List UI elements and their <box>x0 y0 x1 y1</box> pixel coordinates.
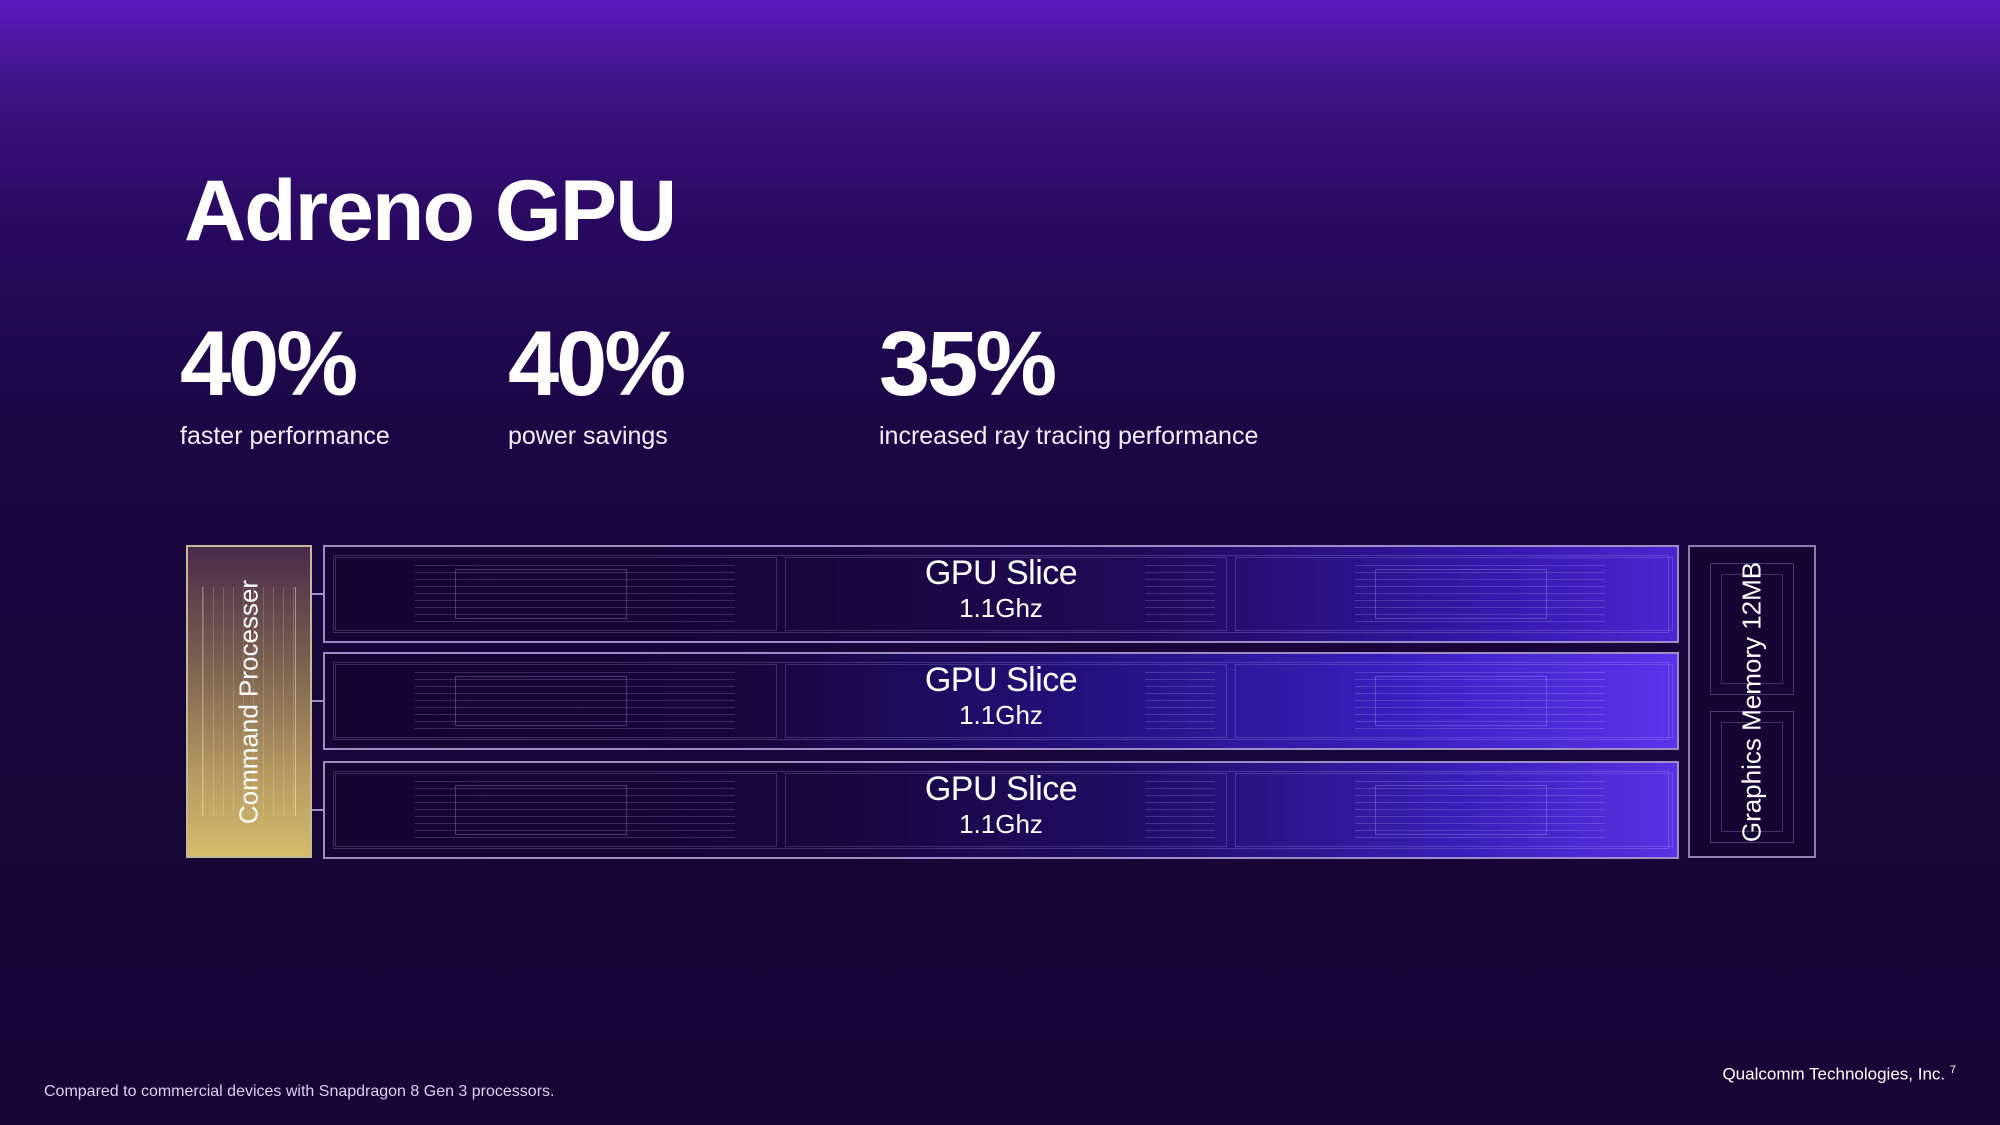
slice-name: GPU Slice <box>924 554 1078 592</box>
slice-panel <box>785 557 1227 631</box>
slice-text: GPU Slice 1.1Ghz <box>924 553 1078 623</box>
slice-frequency: 1.1Ghz <box>959 809 1043 839</box>
company-name: Qualcomm Technologies, Inc. <box>1722 1064 1946 1084</box>
slice-core <box>455 569 627 619</box>
command-processor-circuitry <box>202 587 296 816</box>
slice-panel <box>1235 773 1673 847</box>
stat-faster-performance: 40% faster performance <box>180 318 390 451</box>
slice-name: GPU Slice <box>924 661 1078 699</box>
slice-core <box>455 676 627 726</box>
slice-frame <box>333 662 1669 740</box>
slice-panel <box>335 773 777 847</box>
slice-hatch <box>1145 781 1215 839</box>
slice-hatch <box>415 672 735 730</box>
slice-hatch <box>1355 565 1605 623</box>
gpu-slice-2: GPU Slice 1.1Ghz <box>323 652 1679 750</box>
command-processor-label: Command Processer <box>233 579 264 824</box>
slice-hatch <box>1145 565 1215 623</box>
page-title: Adreno GPU <box>184 163 677 259</box>
connector-line <box>312 809 324 811</box>
slice-panel <box>1235 557 1673 631</box>
graphics-memory-block: Graphics Memory 12MB <box>1688 545 1816 858</box>
slice-hatch <box>1355 672 1605 730</box>
slice-core <box>455 785 627 835</box>
stat-label: power savings <box>508 422 668 450</box>
gpu-slice-1: GPU Slice 1.1Ghz <box>323 545 1679 643</box>
slice-panel <box>785 664 1227 738</box>
slice-text: GPU Slice 1.1Ghz <box>924 660 1078 730</box>
slice-frequency: 1.1Ghz <box>959 700 1043 730</box>
stat-value: 40% <box>180 313 358 415</box>
slice-frequency: 1.1Ghz <box>959 593 1043 623</box>
company-credit: Qualcomm Technologies, Inc. 7 <box>1722 1064 1956 1085</box>
graphics-memory-label: Graphics Memory 12MB <box>1736 561 1767 842</box>
stat-power-savings: 40% power savings <box>508 313 686 451</box>
slice-hatch <box>1355 781 1605 839</box>
gpu-slice-3: GPU Slice 1.1Ghz <box>323 761 1679 859</box>
slice-name: GPU Slice <box>924 770 1078 808</box>
slice-hatch <box>415 781 735 839</box>
slice-panel <box>335 557 777 631</box>
slice-hatch <box>415 565 735 623</box>
connector-line <box>312 700 324 702</box>
stat-ray-tracing: 35% increased ray tracing performance <box>879 318 1258 451</box>
slice-panel <box>1235 664 1673 738</box>
memory-cell <box>1710 563 1794 695</box>
page-number: 7 <box>1949 1064 1956 1076</box>
slice-hatch <box>1145 672 1215 730</box>
slice-core <box>1375 785 1547 835</box>
memory-cell <box>1710 711 1794 843</box>
footnote: Compared to commercial devices with Snap… <box>44 1083 555 1100</box>
command-processor-block: Command Processer <box>186 545 312 858</box>
slice-panel <box>335 664 777 738</box>
stat-value: 40% <box>508 313 686 415</box>
slice-text: GPU Slice 1.1Ghz <box>924 769 1078 839</box>
connector-line <box>312 593 324 595</box>
slice-frame <box>333 555 1669 633</box>
stat-label: increased ray tracing performance <box>879 422 1259 450</box>
stat-value: 35% <box>879 313 1057 415</box>
slice-panel <box>785 773 1227 847</box>
slice-core <box>1375 676 1547 726</box>
stat-label: faster performance <box>180 422 390 450</box>
slice-core <box>1375 569 1547 619</box>
slice-frame <box>333 771 1669 849</box>
